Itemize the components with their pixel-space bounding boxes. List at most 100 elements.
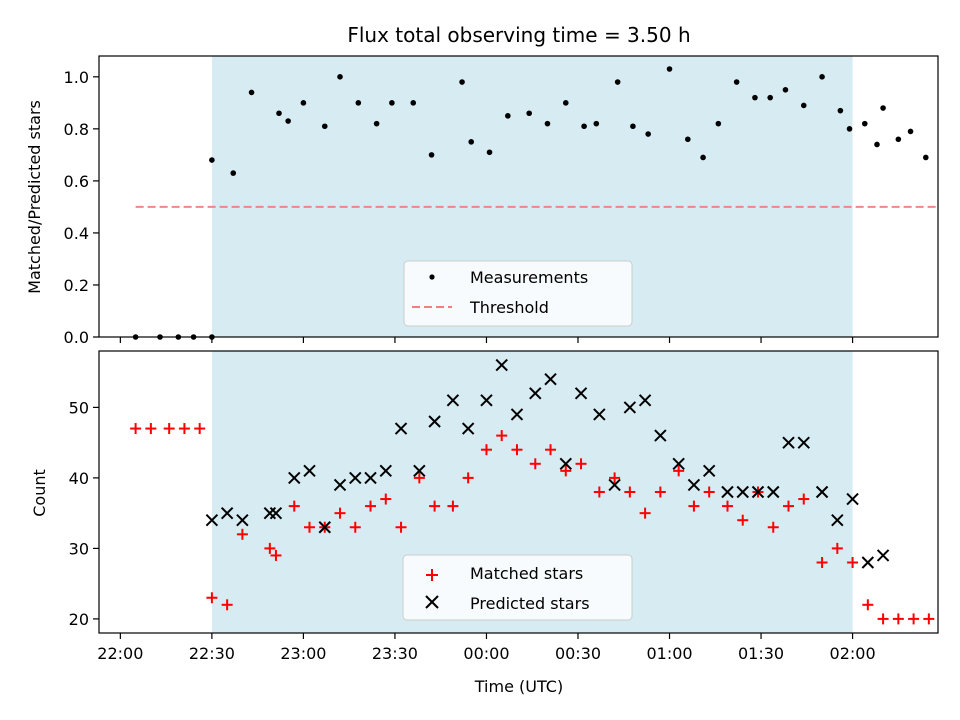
predicted-star-point [721, 485, 734, 499]
measurement-point [428, 152, 435, 158]
top-y-ticks: 0.0 0.2 0.4 0.6 0.8 1.0 [64, 68, 99, 347]
measurement-point [800, 102, 807, 109]
matched-star-point [703, 486, 715, 498]
measurement-point [209, 157, 215, 163]
legend-measurements-label: Measurements [470, 268, 588, 287]
matched-star-point [304, 521, 316, 533]
measurement-point [895, 136, 902, 143]
bottom-y-axis-label: Count [30, 469, 49, 517]
measurement-point [645, 131, 651, 137]
y-tick-label: 0.2 [64, 276, 89, 295]
matched-star-point [462, 472, 474, 484]
matched-star-point [908, 613, 920, 625]
measurement-point [544, 120, 551, 127]
predicted-star-point [236, 513, 249, 527]
measurement-point [837, 107, 844, 114]
measurement-point [819, 74, 825, 80]
matched-star-point [831, 542, 843, 554]
measurement-point [321, 123, 328, 130]
predicted-star-point [654, 429, 667, 442]
predicted-star-point [269, 506, 283, 520]
measurement-point [410, 100, 417, 106]
predicted-star-point [846, 492, 859, 506]
matched-star-point [624, 486, 636, 498]
top-axes-frame [98, 55, 939, 338]
matched-star-point [511, 444, 523, 456]
predicted-star-point [736, 485, 749, 499]
predicted-star-point [446, 394, 460, 407]
matched-star-point [236, 528, 248, 540]
measurement-point [337, 74, 343, 80]
top-x-ticks [119, 337, 854, 343]
matched-star-point [721, 500, 733, 512]
matched-star-point [593, 486, 605, 498]
measurement-point [861, 120, 868, 127]
predicted-star-point [831, 513, 844, 527]
matched-star-point [429, 500, 441, 512]
predicted-star-point [333, 478, 347, 492]
predicted-star-point [480, 394, 493, 407]
legend-predicted-marker [425, 595, 439, 609]
matched-star-point [545, 444, 557, 456]
predicted-star-point [687, 478, 701, 492]
measurement-points [132, 66, 929, 340]
measurement-point [581, 123, 587, 130]
predicted-star-point [544, 372, 557, 386]
predicted-star-point [861, 556, 875, 569]
matched-star-point [892, 613, 904, 625]
predicted-star-point [364, 471, 377, 485]
measurement-point [874, 141, 880, 148]
matched-star-point [380, 493, 392, 505]
predicted-star-point [815, 485, 829, 499]
matched-star-point [395, 521, 407, 533]
bottom-legend-box [402, 554, 633, 621]
measurement-point [459, 79, 465, 85]
y-tick-label: 30 [69, 539, 89, 558]
measurement-point [355, 100, 362, 106]
predicted-star-point [593, 408, 606, 421]
predicted-star-point [608, 478, 621, 492]
legend-matched-label: Matched stars [470, 564, 583, 583]
measurement-point [505, 113, 511, 119]
y-tick-label: 50 [69, 398, 89, 417]
predicted-star-point [303, 464, 316, 478]
legend-predicted-label: Predicted stars [470, 594, 590, 613]
y-tick-label: 1.0 [64, 68, 89, 87]
predicted-star-point [394, 422, 408, 435]
predicted-star-point [220, 506, 234, 520]
matched-star-point [413, 472, 425, 484]
x-tick-label: 23:00 [280, 644, 326, 663]
predicted-star-point [349, 471, 362, 485]
y-tick-label: 0.4 [64, 224, 89, 243]
bottom-x-ticks: 22:00 22:30 23:00 23:30 00:00 00:30 01:00 01:30… [97, 633, 876, 663]
matched-star-point [496, 430, 508, 442]
measurement-point [230, 170, 237, 176]
matched-star-point [206, 592, 218, 604]
predicted-star-point [461, 422, 475, 435]
matched-star-point [862, 599, 874, 611]
x-tick-label: 00:00 [463, 644, 509, 663]
top-panel: 0.0 0.2 0.4 0.6 0.8 1.0 Matched/Predicted sta… [25, 55, 939, 347]
bottom-y-ticks: 20 30 40 50 [69, 398, 99, 629]
measurement-point [880, 105, 886, 111]
predicted-star-point [797, 436, 810, 449]
predicted-star-point [495, 358, 508, 372]
matched-star-point [575, 458, 587, 470]
measurement-point [733, 79, 740, 85]
measurement-point [593, 120, 600, 127]
x-tick-label: 02:00 [830, 644, 876, 663]
matched-star-point [816, 557, 828, 568]
top-legend: Measurements Threshold [403, 260, 633, 327]
x-tick-label: 01:30 [738, 644, 784, 663]
matched-star-point [798, 493, 810, 505]
predicted-star-point [623, 401, 637, 414]
predicted-star-point [638, 394, 652, 407]
matched-star-point [609, 472, 621, 484]
y-tick-label: 0.0 [64, 328, 89, 347]
measurement-point [700, 154, 706, 161]
matched-star-point [349, 521, 361, 533]
matched-star-point [288, 500, 300, 512]
matched-star-point [264, 542, 276, 554]
matched-star-point [163, 423, 175, 435]
matched-star-point [639, 507, 651, 519]
